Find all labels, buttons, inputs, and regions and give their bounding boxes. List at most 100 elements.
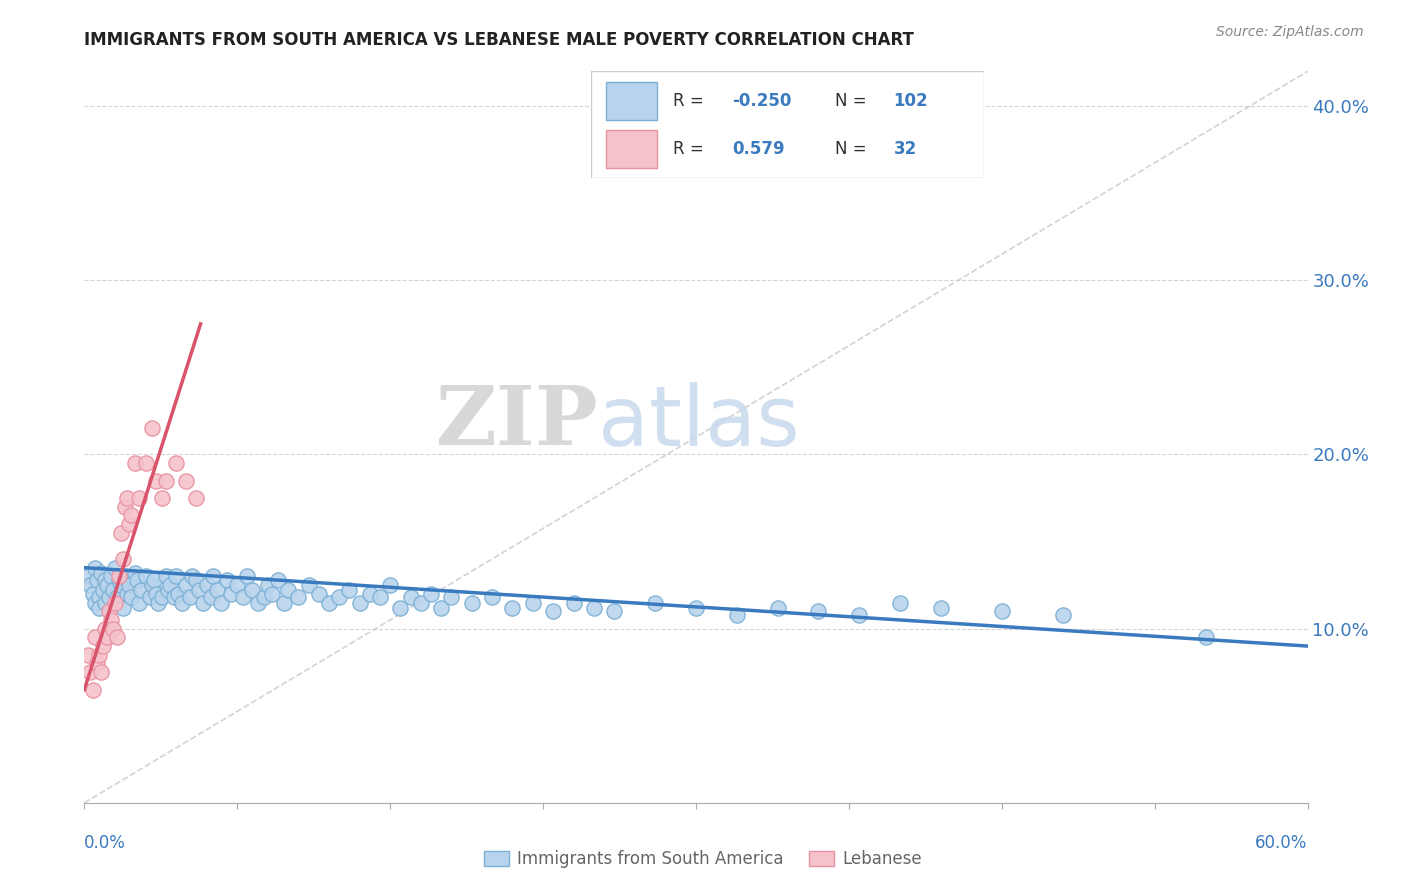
Point xyxy=(135,569,157,583)
Point xyxy=(100,569,122,583)
Point xyxy=(118,517,141,532)
Point xyxy=(82,587,104,601)
Text: N =: N = xyxy=(835,92,872,110)
Point xyxy=(929,600,952,615)
Point xyxy=(124,456,146,470)
Point xyxy=(167,587,190,601)
Point xyxy=(108,569,131,583)
Point xyxy=(159,578,181,592)
Point xyxy=(253,591,276,605)
Point xyxy=(83,631,105,645)
Point xyxy=(104,595,127,609)
Point xyxy=(101,622,124,636)
Point xyxy=(257,578,280,592)
Point xyxy=(644,595,666,609)
Point xyxy=(93,595,117,609)
Point xyxy=(440,591,463,605)
Text: 0.0%: 0.0% xyxy=(84,834,127,852)
Point xyxy=(86,573,108,587)
Point xyxy=(145,474,167,488)
Point xyxy=(87,600,110,615)
Text: N =: N = xyxy=(835,140,872,158)
Point xyxy=(246,595,269,609)
Point xyxy=(409,595,432,609)
Text: R =: R = xyxy=(673,140,709,158)
Point xyxy=(420,587,443,601)
Point xyxy=(87,648,110,662)
Point xyxy=(101,583,124,598)
Text: -0.250: -0.250 xyxy=(733,92,792,110)
Point xyxy=(90,665,112,680)
Point xyxy=(128,595,150,609)
Point xyxy=(583,600,606,615)
Point xyxy=(217,573,239,587)
FancyBboxPatch shape xyxy=(591,71,984,178)
Point xyxy=(83,595,105,609)
Point xyxy=(97,591,120,605)
Point xyxy=(766,600,789,615)
Point xyxy=(176,578,198,592)
Text: 60.0%: 60.0% xyxy=(1256,834,1308,852)
Point xyxy=(114,569,136,583)
Point xyxy=(115,587,138,601)
Point xyxy=(298,578,321,592)
Text: ZIP: ZIP xyxy=(436,383,598,462)
Text: R =: R = xyxy=(673,92,709,110)
Point xyxy=(96,631,118,645)
Point xyxy=(141,578,163,592)
Point xyxy=(100,613,122,627)
Point xyxy=(93,622,117,636)
Y-axis label: Male Poverty: Male Poverty xyxy=(0,387,7,487)
Point xyxy=(562,595,585,609)
Point xyxy=(150,591,173,605)
Point xyxy=(156,583,179,598)
Point xyxy=(219,587,242,601)
Point xyxy=(141,421,163,435)
Point xyxy=(848,607,870,622)
Point xyxy=(522,595,544,609)
Text: atlas: atlas xyxy=(598,382,800,463)
Point xyxy=(191,595,214,609)
Point xyxy=(187,583,209,598)
Point xyxy=(79,665,101,680)
Text: 32: 32 xyxy=(894,140,917,158)
Point xyxy=(112,552,135,566)
Point xyxy=(195,578,218,592)
Point xyxy=(118,578,141,592)
Point xyxy=(205,583,228,598)
Point xyxy=(105,591,128,605)
Point xyxy=(380,578,402,592)
Point xyxy=(176,474,198,488)
Point xyxy=(83,560,105,574)
Point xyxy=(543,604,565,618)
Point xyxy=(399,591,422,605)
Point xyxy=(150,491,173,505)
Point xyxy=(685,600,707,615)
Point xyxy=(186,491,208,505)
Point xyxy=(430,600,453,615)
Point xyxy=(112,600,135,615)
Point xyxy=(273,595,295,609)
Point xyxy=(889,595,911,609)
Point xyxy=(90,566,112,580)
Point xyxy=(318,595,340,609)
Point xyxy=(146,595,169,609)
Point xyxy=(209,595,232,609)
Point xyxy=(267,573,290,587)
Point xyxy=(181,569,204,583)
Point xyxy=(135,456,157,470)
Point xyxy=(339,583,361,598)
Point xyxy=(172,595,194,609)
Point xyxy=(120,508,142,523)
Point xyxy=(91,639,114,653)
Point xyxy=(124,566,146,580)
Point xyxy=(155,569,177,583)
Point xyxy=(186,573,208,587)
Point xyxy=(359,587,381,601)
Point xyxy=(142,573,165,587)
Point xyxy=(287,591,309,605)
Point xyxy=(93,573,117,587)
Point xyxy=(163,591,186,605)
Point xyxy=(97,604,120,618)
Point xyxy=(226,578,249,592)
